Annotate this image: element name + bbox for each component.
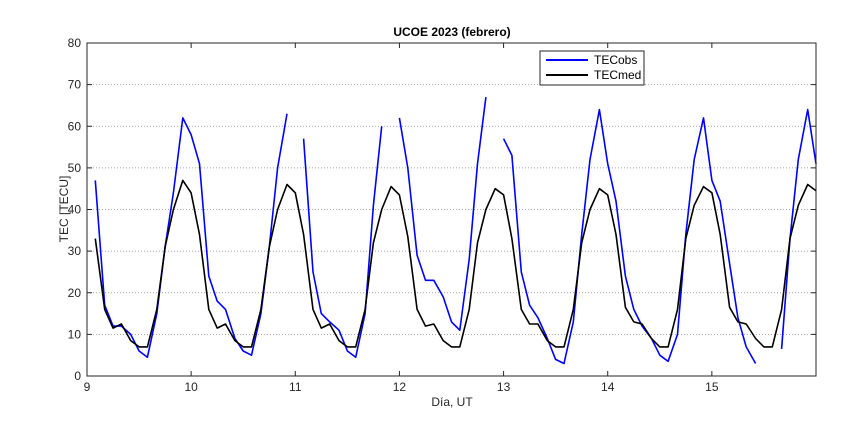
x-tick-label: 10 (184, 380, 198, 394)
x-axis-label: Día, UT (431, 395, 473, 409)
series-line-tecobs (302, 126, 383, 359)
y-tick-label: 70 (68, 78, 82, 92)
x-tick-label: 11 (289, 380, 302, 394)
y-tick-label: 30 (68, 244, 82, 258)
series-line-tecobs (780, 108, 817, 349)
series-line-tecmed (94, 179, 817, 348)
x-tick-label: 12 (393, 380, 407, 394)
chart-title: UCOE 2023 (febrero) (393, 25, 510, 39)
y-tick-label: 0 (74, 369, 81, 383)
plot-frame (86, 42, 817, 377)
y-tick-label: 50 (68, 161, 82, 175)
series-line-tecobs (398, 96, 487, 331)
x-tick-label: 15 (705, 380, 719, 394)
y-tick-label: 80 (68, 36, 82, 50)
x-tick-label: 14 (601, 380, 615, 394)
series-lines (94, 96, 817, 365)
y-axis-label: TEC [TECU] (57, 176, 71, 243)
x-tick-label: 13 (497, 380, 511, 394)
legend-label-tecmed: TECmed (594, 68, 641, 82)
axis-ticks: 0 10 20 30 40 50 60 70 80 9 10 11 12 13 14 15 (68, 36, 816, 394)
y-tick-label: 40 (68, 203, 82, 217)
grid-lines (87, 84, 816, 335)
legend: TECobs TECmed (539, 50, 645, 86)
legend-box (539, 50, 645, 86)
x-tick-label: 9 (84, 380, 91, 394)
y-tick-label: 60 (68, 119, 82, 133)
series-line-tecobs (94, 113, 288, 359)
legend-label-tecobs: TECobs (594, 53, 637, 67)
y-tick-label: 20 (68, 286, 82, 300)
y-tick-label: 10 (68, 327, 82, 341)
series-line-tecobs (502, 108, 757, 365)
